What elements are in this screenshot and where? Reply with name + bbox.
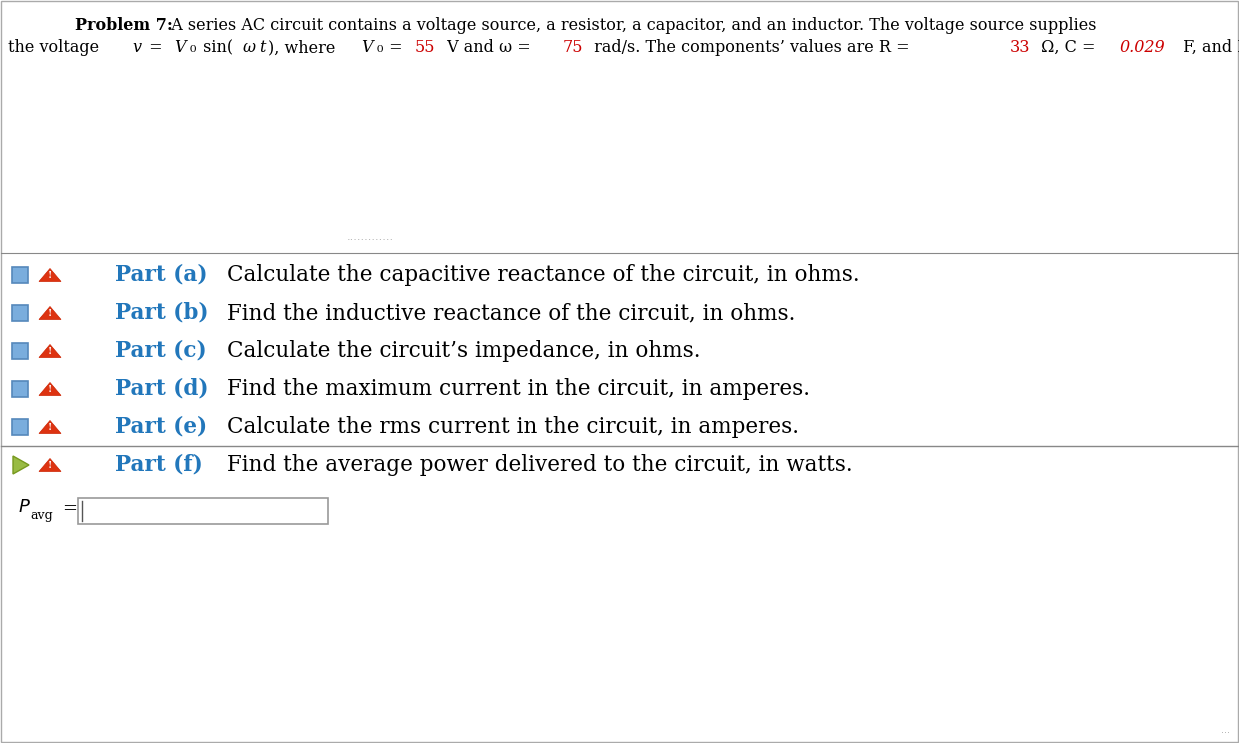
Text: Part (d): Part (d) <box>115 378 208 400</box>
Text: Calculate the circuit’s impedance, in ohms.: Calculate the circuit’s impedance, in oh… <box>227 340 700 362</box>
Text: 55: 55 <box>415 39 436 56</box>
Text: Find the inductive reactance of the circuit, in ohms.: Find the inductive reactance of the circ… <box>227 302 795 324</box>
Polygon shape <box>38 421 61 433</box>
Text: F, and L =: F, and L = <box>1178 39 1239 56</box>
Text: rad/s. The components’ values are R =: rad/s. The components’ values are R = <box>589 39 914 56</box>
Text: V: V <box>175 39 186 56</box>
Text: Find the average power delivered to the circuit, in watts.: Find the average power delivered to the … <box>227 454 852 476</box>
Polygon shape <box>38 307 61 319</box>
Text: ), where: ), where <box>268 39 341 56</box>
Polygon shape <box>12 456 28 474</box>
Text: Problem 7:: Problem 7: <box>76 17 173 34</box>
FancyBboxPatch shape <box>12 343 28 359</box>
Text: avg: avg <box>30 510 53 522</box>
Text: ω: ω <box>243 39 255 56</box>
Polygon shape <box>38 345 61 357</box>
Text: v: v <box>133 39 141 56</box>
Text: !: ! <box>48 461 52 470</box>
Text: V and ω =: V and ω = <box>441 39 535 56</box>
Text: Ω, C =: Ω, C = <box>1036 39 1100 56</box>
Text: !: ! <box>48 271 52 281</box>
Text: =: = <box>62 500 77 518</box>
Text: ·············: ············· <box>347 235 394 245</box>
Text: !: ! <box>48 386 52 395</box>
FancyBboxPatch shape <box>12 381 28 397</box>
FancyBboxPatch shape <box>78 498 328 524</box>
Text: 33: 33 <box>1010 39 1030 56</box>
Text: Part (a): Part (a) <box>115 264 207 286</box>
FancyBboxPatch shape <box>12 305 28 321</box>
Text: !: ! <box>48 348 52 357</box>
Text: 0.029: 0.029 <box>1119 39 1165 56</box>
Text: Calculate the capacitive reactance of the circuit, in ohms.: Calculate the capacitive reactance of th… <box>227 264 860 286</box>
Polygon shape <box>38 383 61 395</box>
Text: sin(: sin( <box>197 39 233 56</box>
Polygon shape <box>38 268 61 282</box>
Text: =: = <box>144 39 167 56</box>
Text: the voltage: the voltage <box>7 39 104 56</box>
FancyBboxPatch shape <box>12 419 28 435</box>
Polygon shape <box>38 458 61 472</box>
Text: ₀: ₀ <box>377 39 383 56</box>
Text: Part (b): Part (b) <box>115 302 208 324</box>
FancyBboxPatch shape <box>12 267 28 283</box>
Text: Part (e): Part (e) <box>115 416 207 438</box>
Text: !: ! <box>48 310 52 319</box>
Text: Part (c): Part (c) <box>115 340 207 362</box>
Text: ₀: ₀ <box>190 39 196 56</box>
Text: V: V <box>362 39 373 56</box>
Text: Part (f): Part (f) <box>115 454 203 476</box>
Text: Find the maximum current in the circuit, in amperes.: Find the maximum current in the circuit,… <box>227 378 810 400</box>
Text: Calculate the rms current in the circuit, in amperes.: Calculate the rms current in the circuit… <box>227 416 799 438</box>
Text: t: t <box>260 39 266 56</box>
Text: A series AC circuit contains a voltage source, a resistor, a capacitor, and an i: A series AC circuit contains a voltage s… <box>161 17 1097 34</box>
Text: =: = <box>384 39 408 56</box>
Text: 75: 75 <box>563 39 584 56</box>
Text: $P$: $P$ <box>19 498 31 516</box>
Text: ...: ... <box>1220 725 1230 735</box>
Text: !: ! <box>48 424 52 432</box>
